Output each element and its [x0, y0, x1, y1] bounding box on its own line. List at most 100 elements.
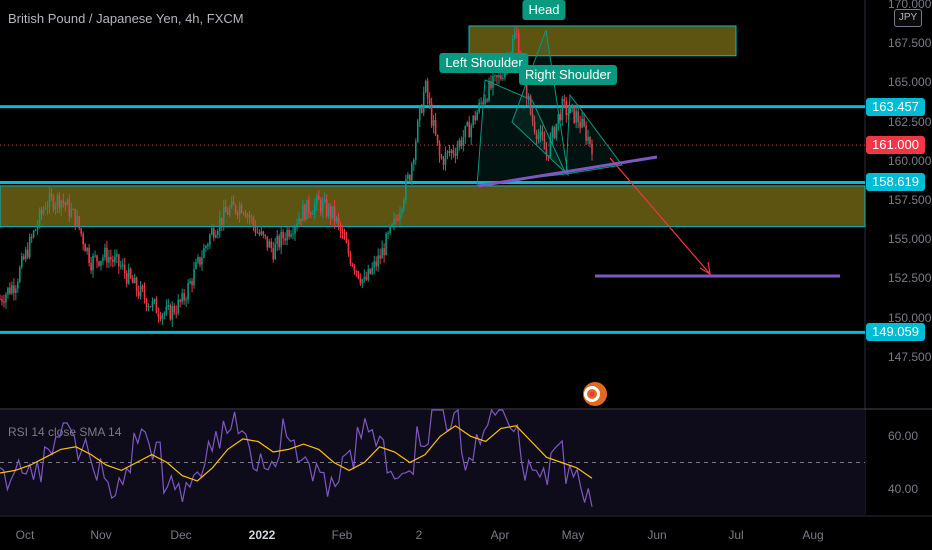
candle-body: [34, 229, 37, 231]
candle-body: [353, 265, 356, 271]
indicator-axis-tick: 40.00: [888, 481, 919, 496]
candle-body: [117, 254, 120, 267]
candle-body: [228, 207, 231, 215]
candle-body: [529, 96, 532, 114]
candle-body: [424, 80, 427, 92]
candle-body: [452, 150, 455, 154]
candle-body: [145, 299, 148, 308]
candle-body: [177, 299, 179, 314]
candle-body: [422, 91, 425, 113]
candle-body: [183, 293, 185, 301]
candle-body: [258, 232, 261, 235]
candle-body: [343, 233, 346, 240]
candle-body: [216, 231, 219, 236]
time-axis-tick: 2: [415, 528, 423, 542]
price-axis-tick: 160.000: [888, 153, 932, 168]
price-axis-tick: 152.500: [888, 271, 932, 286]
candle-body: [254, 225, 257, 233]
price-label[interactable]: 149.059: [866, 323, 925, 342]
candle-body: [232, 200, 235, 206]
candle-body: [373, 261, 376, 268]
brand-logo-icon[interactable]: [582, 381, 608, 407]
candle-body: [395, 218, 397, 220]
candle-body: [203, 248, 205, 258]
candle-body: [531, 113, 534, 122]
candle-body: [383, 248, 385, 256]
candle-body: [240, 205, 243, 214]
candle-body: [367, 268, 370, 280]
candle-body: [32, 230, 35, 238]
candle-body: [3, 301, 5, 303]
candle-body: [347, 242, 350, 254]
candle-body: [319, 200, 322, 212]
candle-body: [80, 228, 82, 234]
candle-body: [284, 238, 286, 241]
candle-body: [262, 231, 265, 235]
price-label[interactable]: 158.619: [866, 173, 925, 192]
currency-badge[interactable]: JPY: [894, 9, 922, 27]
candle-body: [189, 281, 191, 284]
candle-body: [535, 131, 538, 140]
candle-body: [468, 122, 471, 138]
candle-body: [52, 196, 55, 210]
candle-body: [50, 193, 53, 197]
candle-body: [133, 277, 136, 284]
candle-body: [513, 33, 516, 39]
candle-body: [472, 115, 475, 126]
candle-body: [339, 223, 342, 232]
candle-body: [563, 98, 566, 102]
neckline-trendline: [477, 155, 658, 188]
candle-body: [310, 213, 312, 215]
candle-body: [125, 273, 128, 284]
candle-body: [98, 261, 100, 266]
price-axis-tick: 170.000: [888, 0, 932, 11]
candle-body: [470, 125, 473, 138]
candle-body: [414, 141, 417, 160]
candle-body: [543, 138, 546, 150]
candle-body: [418, 107, 421, 121]
candle-body: [391, 223, 393, 227]
candle-body: [337, 217, 340, 224]
candle-body: [84, 244, 86, 252]
candle-body: [444, 152, 447, 165]
price-label[interactable]: 161.000: [866, 136, 925, 155]
candle-body: [486, 99, 488, 101]
candle-body: [135, 277, 138, 292]
candle-body: [131, 277, 134, 284]
rsi-sma-line: [0, 425, 593, 482]
candle-body: [527, 96, 530, 99]
candle-body: [74, 209, 77, 226]
candle-body: [583, 118, 585, 126]
candle-body: [264, 234, 267, 237]
candle-body: [22, 256, 25, 260]
candle-body: [381, 248, 383, 259]
pattern-label-left-shoulder: Left Shoulder: [439, 53, 529, 73]
candle-body: [30, 236, 33, 238]
price-label[interactable]: 163.457: [866, 97, 925, 116]
candle-body: [577, 111, 579, 123]
candle-body: [446, 151, 449, 153]
candle-body: [215, 235, 217, 238]
candle-body: [70, 209, 73, 217]
candle-body: [64, 202, 67, 206]
candle-body: [290, 234, 292, 237]
candle-body: [561, 98, 564, 121]
candle-body: [110, 257, 112, 260]
candle-body: [464, 125, 467, 138]
candle-body: [28, 236, 31, 258]
candle-body: [403, 200, 405, 209]
candle-body: [409, 174, 411, 181]
candle-body: [589, 136, 591, 145]
candle-body: [286, 229, 288, 241]
candle-body: [456, 147, 459, 156]
candle-body: [92, 255, 94, 271]
candle-body: [106, 247, 108, 263]
candle-body: [211, 228, 213, 235]
candle-body: [296, 224, 298, 227]
candle-body: [270, 241, 273, 249]
candle-body: [274, 243, 277, 260]
candle-body: [317, 195, 320, 201]
candle-body: [351, 263, 354, 266]
indicator-legend[interactable]: RSI 14 close SMA 14: [8, 425, 122, 439]
